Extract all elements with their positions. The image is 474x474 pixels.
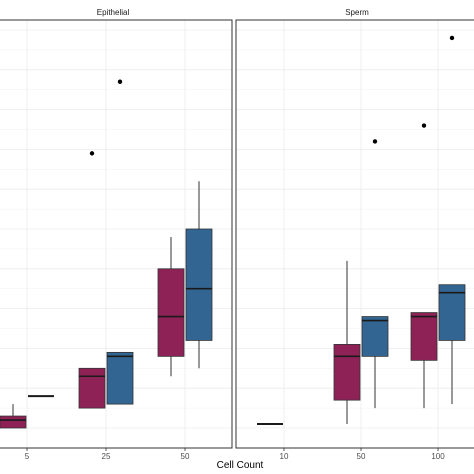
strip-background	[236, 4, 474, 20]
box-50-B	[185, 181, 213, 369]
box	[0, 415, 27, 429]
outlier-point	[117, 79, 123, 84]
box	[410, 312, 438, 361]
x-axis-title: Cell Count	[217, 460, 264, 471]
box	[438, 284, 466, 341]
box-100-A	[410, 123, 438, 409]
outlier-point	[89, 151, 95, 156]
box-25-B	[106, 79, 134, 405]
panel-sperm: Sperm 10 50 100	[235, 4, 474, 461]
x-tick-label: 5	[25, 452, 30, 461]
x-tick-label: 100	[431, 452, 445, 461]
box-5-A	[0, 404, 27, 429]
box	[157, 268, 185, 357]
box-50-A	[157, 236, 185, 377]
box	[106, 351, 134, 405]
box	[361, 316, 389, 357]
box-100-B	[438, 35, 466, 405]
strip-background	[0, 4, 232, 20]
panels-layer: Epithelial 5 25 50 Sperm 10 50 100	[0, 4, 474, 461]
panel-border	[0, 19, 233, 449]
box	[78, 367, 106, 409]
x-tick-label: 50	[357, 452, 366, 461]
box-50-B	[361, 139, 389, 409]
panel-epithelial: Epithelial 5 25 50	[0, 4, 233, 461]
outlier-point	[449, 35, 455, 41]
box	[185, 228, 213, 341]
box-25-A	[78, 151, 106, 409]
strip-title: Sperm	[345, 8, 369, 17]
panel-border	[235, 19, 474, 449]
box	[333, 344, 361, 401]
x-tick-label: 50	[181, 452, 190, 461]
outlier-point	[421, 123, 427, 128]
x-tick-label: 25	[102, 452, 111, 461]
outlier-point	[372, 139, 378, 144]
strip-title: Epithelial	[97, 8, 130, 17]
box-50-A	[333, 260, 361, 425]
x-tick-label: 10	[280, 452, 289, 461]
